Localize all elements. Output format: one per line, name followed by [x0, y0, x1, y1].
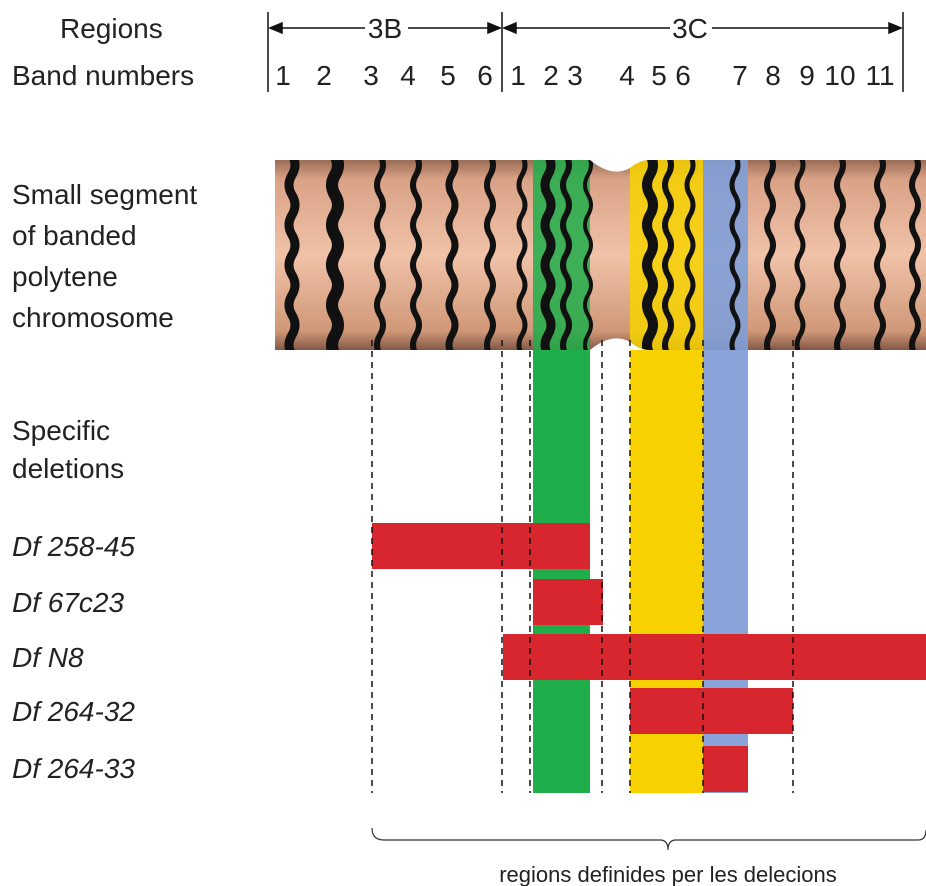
band-number: 8	[765, 60, 781, 91]
band-number: 2	[543, 60, 559, 91]
band-number: 5	[651, 60, 667, 91]
deletions-label: Specific	[12, 415, 110, 446]
band-number: 5	[440, 60, 456, 91]
diagram: Regions Band numbers regions definides p…	[0, 0, 926, 886]
band-number: 3	[567, 60, 583, 91]
band-number: 1	[275, 60, 291, 91]
deletion-name: Df 67c23	[12, 587, 124, 618]
band-number: 11	[865, 60, 894, 91]
band-number: 4	[400, 60, 416, 91]
brace	[372, 828, 926, 850]
caption: regions definides per les delecions	[499, 862, 837, 886]
band-number: 2	[316, 60, 332, 91]
band-number: 6	[675, 60, 691, 91]
regions-label: Regions	[60, 13, 163, 44]
chromosome-label: chromosome	[12, 302, 174, 333]
band-number: 1	[510, 60, 526, 91]
deletion-name: Df N8	[12, 642, 84, 673]
region-name: 3B	[368, 13, 402, 44]
band-number: 9	[799, 60, 815, 91]
chromosome-label: polytene	[12, 261, 118, 292]
band-number: 10	[824, 60, 855, 91]
band-number: 4	[619, 60, 635, 91]
chromosome	[270, 155, 926, 375]
deletion-name: Df 258-45	[12, 531, 135, 562]
band-number: 7	[732, 60, 748, 91]
band-numbers-label: Band numbers	[12, 60, 194, 91]
chromosome-label: of banded	[12, 220, 137, 251]
band-number: 3	[363, 60, 379, 91]
chromosome-label: Small segment	[12, 179, 197, 210]
band-number: 6	[477, 60, 493, 91]
deletion-name: Df 264-33	[12, 753, 135, 784]
chromosome-band	[332, 155, 338, 375]
deletion-name: Df 264-32	[12, 696, 135, 727]
deletions-label: deletions	[12, 453, 124, 484]
region-name: 3C	[672, 13, 708, 44]
